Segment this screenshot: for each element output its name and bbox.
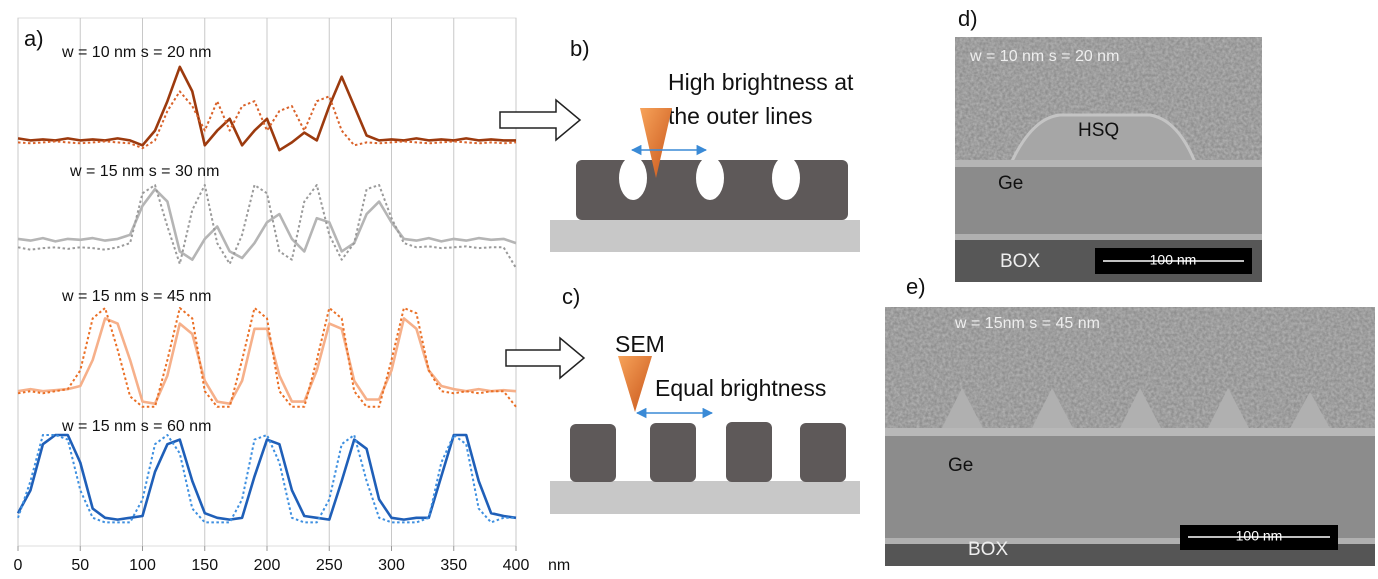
panel-label: b) <box>570 36 590 61</box>
figure: a) 0 50 100 150 200 250 300 350 400 nm w = 10 nm s… <box>0 0 1378 579</box>
trace-title: w = 10 nm s = 20 nm <box>61 44 211 61</box>
annotation: Equal brightness <box>655 375 826 401</box>
x-tick-label: 300 <box>378 557 405 574</box>
line <box>570 424 616 482</box>
panel-label: a) <box>24 26 44 51</box>
x-tick-label: 200 <box>254 557 281 574</box>
scale-label: 100 nm <box>1150 252 1197 268</box>
layer-label: Ge <box>998 173 1023 194</box>
sem-image-d <box>955 37 1262 282</box>
panel-label: c) <box>562 284 580 309</box>
sem-image-e <box>885 307 1375 566</box>
x-unit: nm <box>548 557 570 574</box>
line-profiles: a) 0 50 100 150 200 250 300 350 400 nm w = 10 nm s… <box>14 18 571 574</box>
annotation: High brightness at <box>668 69 854 95</box>
x-tick-label: 100 <box>129 557 156 574</box>
trace-title: w = 15 nm s = 60 nm <box>61 418 211 435</box>
interface <box>955 234 1262 240</box>
x-tick-label: 350 <box>440 557 467 574</box>
sem-tip <box>618 356 652 412</box>
annotation: the outer lines <box>668 103 812 129</box>
line <box>800 423 846 482</box>
void <box>772 156 800 200</box>
schematic-c: c) SEM Equal brightness <box>550 284 860 514</box>
caption: w = 10 nm s = 20 nm <box>969 48 1119 65</box>
x-tick-label: 50 <box>71 557 89 574</box>
layer-label: Ge <box>948 455 973 476</box>
caption: w = 15nm s = 45 nm <box>954 315 1100 332</box>
x-tick-label: 150 <box>191 557 218 574</box>
layer-label: BOX <box>1000 251 1040 272</box>
void <box>696 156 724 200</box>
panel-label: e) <box>906 274 926 299</box>
panel-label: d) <box>958 6 978 31</box>
scale-label: 100 nm <box>1236 528 1283 544</box>
trace-title: w = 15 nm s = 30 nm <box>69 163 219 180</box>
arrow <box>506 338 584 378</box>
x-tick-label: 250 <box>316 557 343 574</box>
x-tick-label: 400 <box>503 557 530 574</box>
line <box>650 423 696 482</box>
interface <box>885 428 1375 436</box>
x-tick-label: 0 <box>14 557 23 574</box>
void <box>619 156 647 200</box>
line <box>726 422 772 482</box>
ge-layer <box>885 436 1375 540</box>
arrow <box>500 100 580 140</box>
annotation: SEM <box>615 331 665 357</box>
substrate <box>550 220 860 252</box>
schematic-b: b) High brightness at the outer lines <box>550 36 860 252</box>
interface <box>955 160 1262 167</box>
layer-label: HSQ <box>1078 120 1119 141</box>
layer-label: BOX <box>968 539 1008 560</box>
substrate <box>550 481 860 514</box>
trace-title: w = 15 nm s = 45 nm <box>61 288 211 305</box>
